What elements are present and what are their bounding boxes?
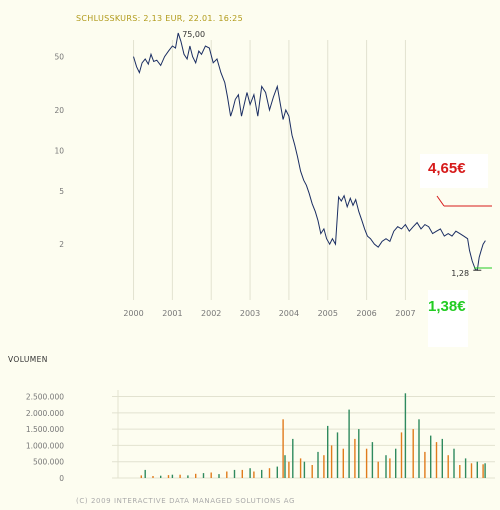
volume-bar — [179, 474, 181, 478]
volume-tick-label: 500.000 — [33, 458, 64, 467]
volume-tick-label: 2.500.000 — [26, 393, 64, 402]
volume-bar — [187, 475, 189, 478]
volume-title: VOLUMEN — [8, 355, 48, 364]
y-tick-label: 5 — [59, 187, 64, 196]
volume-chart: 0 500.000 1.000.000 1.500.000 2.000.000 2.500… — [26, 390, 495, 483]
volume-bar — [354, 438, 356, 478]
volume-bar — [218, 474, 220, 478]
volume-bar — [371, 442, 374, 478]
volume-bar — [167, 475, 170, 478]
y-tick-label: 20 — [54, 106, 64, 115]
volume-tick-label: 1.000.000 — [26, 441, 64, 450]
volume-bar — [210, 472, 212, 478]
volume-bar — [482, 464, 484, 478]
x-tick-label: 2007 — [395, 309, 415, 318]
volume-bar — [311, 465, 313, 478]
volume-bar — [152, 476, 154, 478]
volume-bar — [358, 429, 360, 478]
x-tick-label: 2005 — [318, 309, 338, 318]
volume-bar — [202, 473, 205, 478]
volume-bar — [400, 432, 403, 478]
volume-bar — [288, 461, 290, 478]
volume-bar — [253, 471, 255, 478]
volume-bar — [424, 451, 426, 478]
x-tick-label: 2001 — [162, 309, 182, 318]
x-tick-label: 2006 — [356, 309, 376, 318]
volume-bar — [365, 448, 368, 478]
y-tick-label: 2 — [59, 240, 64, 249]
volume-bar — [249, 468, 251, 478]
volume-bar — [330, 445, 333, 478]
volume-bar — [418, 419, 420, 478]
volume-bar — [276, 466, 278, 478]
price-line — [133, 32, 486, 271]
volume-bar — [484, 463, 486, 478]
volume-bar — [430, 435, 432, 478]
volume-bar — [317, 451, 319, 478]
volume-bar — [226, 471, 228, 478]
copyright: (C) 2009 INTERACTIVE DATA MANAGED SOLUTI… — [76, 497, 296, 505]
volume-bar — [144, 469, 146, 478]
volume-bar — [292, 438, 294, 478]
volume-tick-label: 0 — [59, 474, 64, 483]
high-marker-connector — [436, 195, 445, 207]
volume-bar — [323, 455, 325, 478]
volume-bar — [464, 458, 467, 478]
volume-bar — [327, 425, 329, 478]
volume-tick-label: 1.500.000 — [26, 425, 64, 434]
volume-bar — [268, 468, 271, 478]
volume-bar — [282, 419, 284, 478]
volume-bar — [435, 442, 438, 478]
volume-bar — [233, 469, 236, 478]
high-annotation: 75,00 — [182, 30, 205, 39]
x-tick-label: 2003 — [240, 309, 260, 318]
volume-bar — [395, 448, 397, 478]
low-annotation: 1,28 — [451, 269, 469, 278]
volume-bar — [377, 461, 379, 478]
x-tick-label: 2004 — [279, 309, 299, 318]
high-value-label: 4,65€ — [428, 160, 466, 177]
volume-bar — [140, 475, 142, 478]
y-tick-label: 10 — [54, 146, 64, 155]
volume-bar — [470, 463, 473, 478]
volume-bar — [342, 448, 344, 478]
volume-bar — [447, 455, 449, 478]
y-tick-label: 50 — [54, 53, 64, 62]
volume-bar — [404, 393, 407, 478]
volume-bar — [348, 409, 350, 478]
volume-bar — [261, 469, 263, 478]
price-chart: 2000 2001 2002 2003 2004 2005 2006 2007 50 20 10 5 2… — [54, 30, 492, 318]
volume-bar — [389, 458, 391, 478]
volume-bar — [241, 469, 243, 478]
volume-bar — [284, 455, 286, 478]
high-value-callout: 4,65€ — [420, 154, 488, 188]
x-tick-label: 2002 — [201, 309, 221, 318]
volume-bar — [303, 461, 306, 478]
volume-bar — [459, 465, 461, 478]
x-tick-label: 2000 — [123, 309, 143, 318]
volume-bar — [160, 475, 162, 478]
volume-bar — [171, 474, 174, 478]
chart-title: SCHLUSSKURS: 2,13 EUR, 22.01. 16:25 — [76, 14, 243, 23]
volume-bar — [453, 448, 455, 478]
volume-bar — [412, 429, 414, 478]
volume-bar — [299, 458, 302, 478]
volume-bar — [336, 432, 339, 478]
volume-bar — [441, 438, 443, 478]
volume-tick-label: 2.000.000 — [26, 409, 64, 418]
low-value-label: 1,38€ — [428, 298, 466, 315]
low-value-callout: 1,38€ — [428, 290, 468, 347]
volume-bar — [195, 473, 197, 478]
volume-bar — [385, 455, 387, 478]
volume-bar — [476, 461, 478, 478]
